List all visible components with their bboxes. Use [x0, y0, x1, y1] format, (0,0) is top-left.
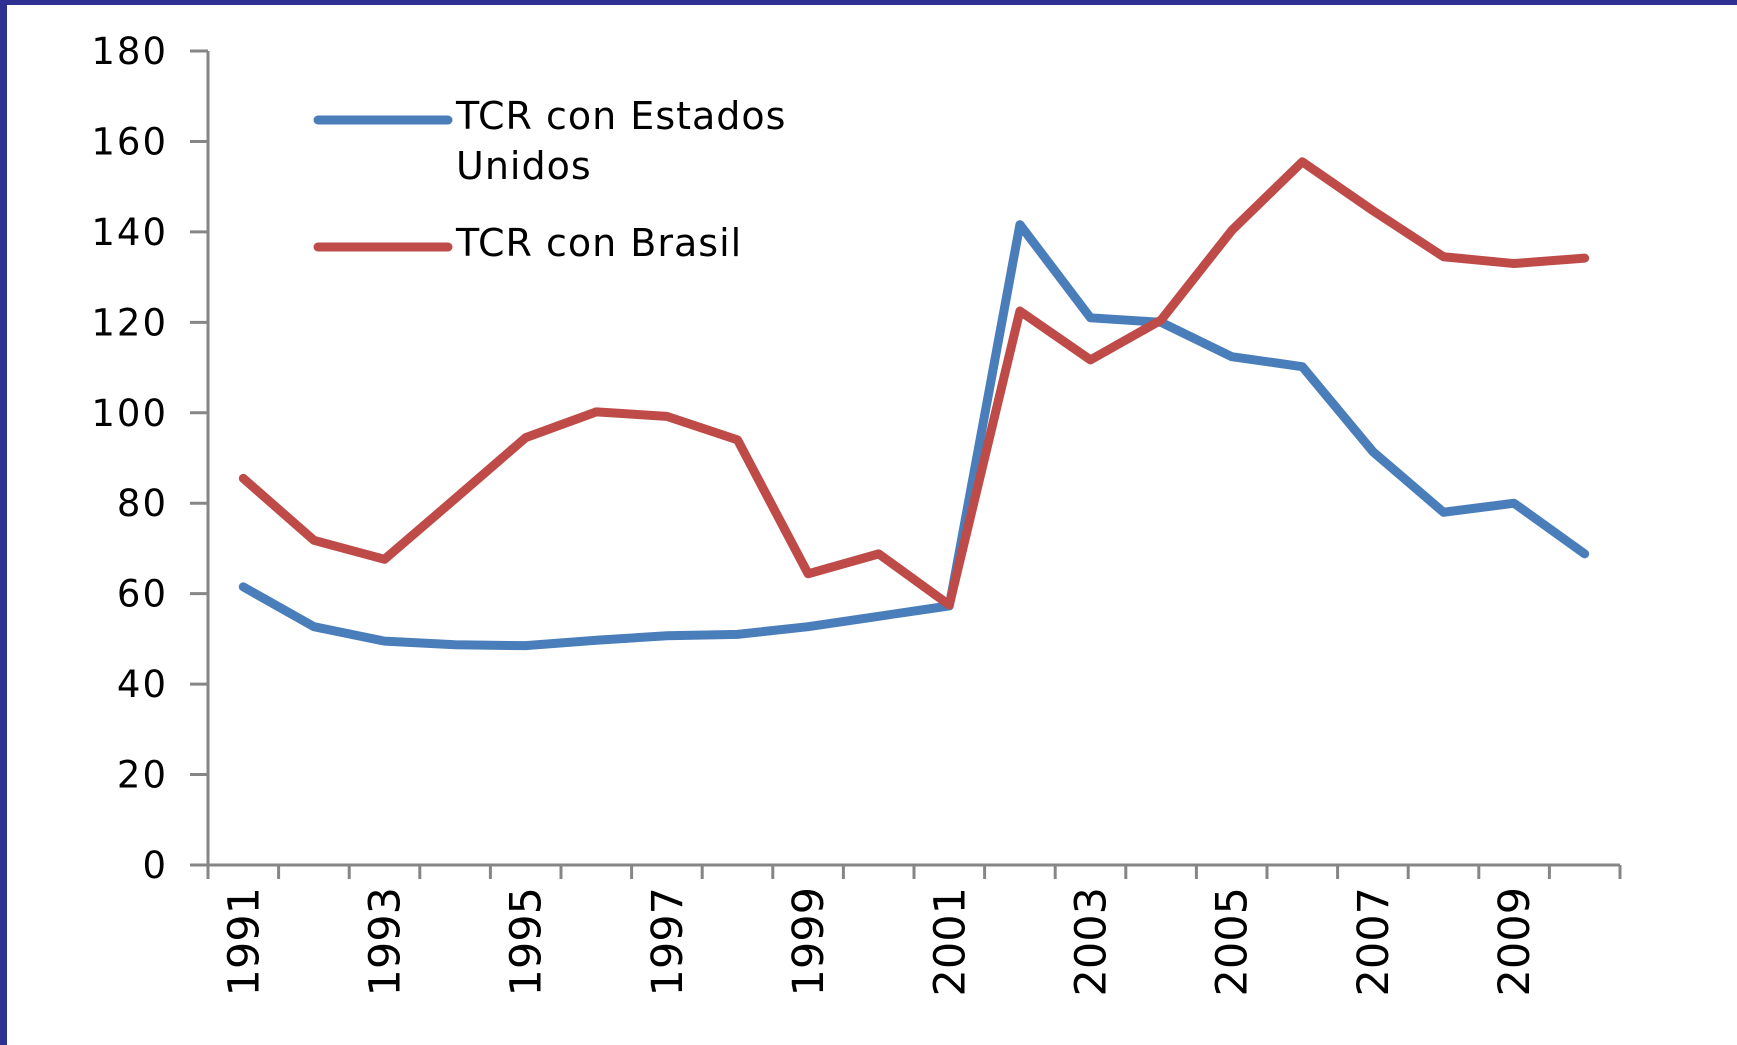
y-tick-label: 20 [117, 754, 168, 797]
y-tick-label: 80 [117, 482, 168, 525]
y-tick-label: 60 [117, 573, 168, 616]
y-tick-label: 160 [91, 120, 168, 163]
legend-label: TCR con Brasil [456, 221, 743, 265]
x-tick-label: 2009 [1490, 887, 1540, 996]
y-tick-label: 180 [91, 30, 168, 73]
x-tick-label: 2003 [1067, 887, 1117, 996]
x-tick-label: 2007 [1349, 887, 1399, 996]
y-tick-label: 40 [117, 663, 168, 706]
y-tick-label: 100 [91, 392, 168, 435]
y-tick-label: 120 [91, 301, 168, 344]
data-line [238, 220, 1590, 651]
x-tick-label: 1997 [643, 887, 693, 996]
data-line [238, 157, 1590, 610]
x-tick-label: 1991 [219, 887, 269, 996]
x-tick-label: 2001 [925, 887, 975, 996]
legend-label: TCR con Estados Unidos [456, 94, 787, 188]
y-tick-label: 0 [142, 844, 168, 887]
y-tick-label: 140 [91, 211, 168, 254]
x-tick-label: 1995 [502, 887, 552, 996]
x-tick-label: 2005 [1208, 887, 1258, 996]
chart: 0 20 40 60 80 100 120 140 160 180 1991 1993 1995 1997… [91, 30, 1622, 996]
x-tick-label: 1993 [361, 887, 411, 996]
x-tick-label: 1999 [784, 887, 834, 996]
